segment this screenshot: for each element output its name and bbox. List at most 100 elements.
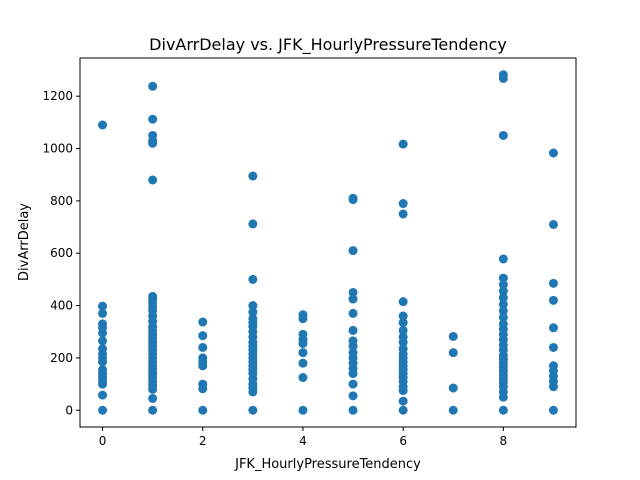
data-point xyxy=(298,373,308,383)
data-point xyxy=(98,301,108,311)
data-points xyxy=(98,70,558,415)
y-tick-label: 600 xyxy=(50,246,73,260)
x-axis-ticks: 0 2 4 6 8 xyxy=(99,427,507,448)
data-point xyxy=(398,405,408,415)
data-point xyxy=(98,390,108,400)
data-point xyxy=(148,405,158,415)
data-point xyxy=(248,274,258,284)
data-point xyxy=(148,291,158,301)
data-point xyxy=(148,175,158,185)
data-point xyxy=(398,199,408,209)
data-point xyxy=(548,323,558,333)
x-tick-label: 2 xyxy=(199,434,207,448)
data-point xyxy=(448,405,458,415)
y-tick-label: 0 xyxy=(65,403,73,417)
data-point xyxy=(398,344,408,354)
data-point xyxy=(348,294,358,304)
chart-title: DivArrDelay vs. JFK_HourlyPressureTenden… xyxy=(149,35,507,55)
data-point xyxy=(248,307,258,317)
data-point xyxy=(148,393,158,403)
data-point xyxy=(348,391,358,401)
data-point xyxy=(348,379,358,389)
data-point xyxy=(298,358,308,368)
data-point xyxy=(348,308,358,318)
data-point xyxy=(298,348,308,358)
data-point xyxy=(398,332,408,342)
data-point xyxy=(248,219,258,229)
y-tick-label: 400 xyxy=(50,299,73,313)
plot-frame xyxy=(79,57,577,428)
data-point xyxy=(248,301,258,311)
data-point xyxy=(198,331,208,341)
data-point xyxy=(498,286,508,296)
data-point xyxy=(548,278,558,288)
data-point xyxy=(548,295,558,305)
data-point xyxy=(348,287,358,297)
data-point xyxy=(548,148,558,158)
data-point xyxy=(98,120,108,130)
data-point xyxy=(398,139,408,149)
data-point xyxy=(348,193,358,203)
data-point xyxy=(98,308,108,318)
data-point xyxy=(548,342,558,352)
data-point xyxy=(198,317,208,327)
x-tick-label: 8 xyxy=(500,434,508,448)
y-tick-label: 1000 xyxy=(42,142,73,156)
data-point xyxy=(348,405,358,415)
data-point xyxy=(348,348,358,358)
data-point xyxy=(248,405,258,415)
data-point xyxy=(298,310,308,320)
data-point xyxy=(498,319,508,329)
data-point xyxy=(498,70,508,80)
data-point xyxy=(298,329,308,339)
data-point xyxy=(298,405,308,415)
data-point xyxy=(198,379,208,389)
data-point xyxy=(98,405,108,415)
x-axis-label: JFK_HourlyPressureTendency xyxy=(234,457,421,472)
data-point xyxy=(398,396,408,406)
data-point xyxy=(148,81,158,91)
data-point xyxy=(248,314,258,324)
data-point xyxy=(498,254,508,264)
y-tick-label: 200 xyxy=(50,351,73,365)
data-point xyxy=(498,293,508,303)
data-point xyxy=(98,365,108,375)
data-point xyxy=(548,361,558,371)
data-point xyxy=(548,405,558,415)
data-point xyxy=(448,331,458,341)
y-tick-label: 1200 xyxy=(42,89,73,103)
data-point xyxy=(198,353,208,363)
x-tick-label: 4 xyxy=(299,434,307,448)
data-point xyxy=(198,342,208,352)
data-point xyxy=(398,209,408,219)
data-point xyxy=(398,318,408,328)
data-point xyxy=(98,336,108,346)
data-point xyxy=(548,219,558,229)
data-point xyxy=(148,130,158,140)
data-point xyxy=(498,280,508,290)
data-point xyxy=(498,130,508,140)
data-point xyxy=(448,383,458,393)
data-point xyxy=(148,114,158,124)
data-point xyxy=(498,273,508,283)
data-point xyxy=(498,312,508,322)
data-point xyxy=(398,325,408,335)
data-point xyxy=(98,319,108,329)
data-point xyxy=(398,311,408,321)
y-axis-ticks: 0 200 400 600 800 1000 1200 xyxy=(42,89,80,417)
data-point xyxy=(498,405,508,415)
y-tick-label: 800 xyxy=(50,194,73,208)
data-point xyxy=(248,171,258,181)
data-point xyxy=(498,306,508,316)
data-point xyxy=(98,344,108,354)
x-tick-label: 0 xyxy=(99,434,107,448)
data-point xyxy=(398,297,408,307)
y-axis-label: DivArrDelay xyxy=(17,203,32,281)
data-point xyxy=(498,299,508,309)
x-tick-label: 6 xyxy=(399,434,407,448)
data-point xyxy=(348,325,358,335)
data-point xyxy=(348,246,358,256)
data-point xyxy=(348,336,358,346)
